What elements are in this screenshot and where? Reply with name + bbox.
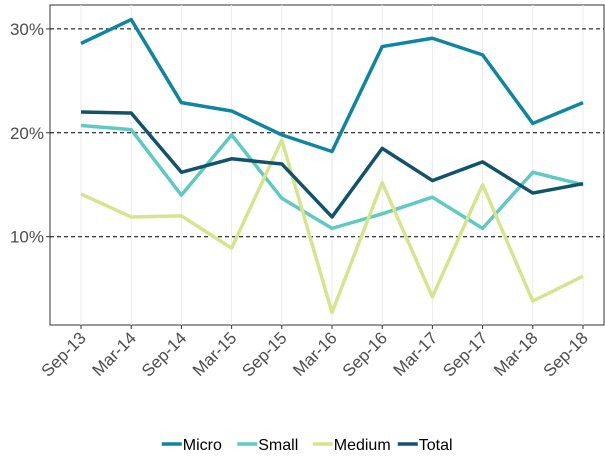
plot-border bbox=[49, 4, 605, 326]
legend-label: Total bbox=[419, 437, 453, 454]
y-tick-label: 30% bbox=[10, 20, 44, 39]
x-tick-label: Sep-18 bbox=[540, 328, 592, 380]
x-tick-label: Mar-17 bbox=[390, 328, 442, 380]
x-tick-label: Mar-15 bbox=[189, 328, 241, 380]
x-tick-label: Sep-14 bbox=[138, 328, 190, 380]
x-tick-label: Mar-16 bbox=[289, 328, 341, 380]
y-tick-label: 10% bbox=[10, 228, 44, 247]
legend-label: Micro bbox=[183, 437, 222, 454]
series-line bbox=[80, 138, 584, 315]
series-line bbox=[80, 123, 584, 231]
x-tick-label: Mar-14 bbox=[89, 328, 141, 380]
x-tick-label: Mar-18 bbox=[490, 328, 542, 380]
y-tick-label: 20% bbox=[10, 124, 44, 143]
x-tick-label: Sep-16 bbox=[339, 328, 391, 380]
legend-label: Medium bbox=[334, 437, 391, 454]
legend-label: Small bbox=[258, 437, 298, 454]
x-tick-label: Sep-17 bbox=[439, 328, 491, 380]
series-line bbox=[80, 17, 584, 154]
x-tick-label: Sep-13 bbox=[38, 328, 90, 380]
x-tick-label: Sep-15 bbox=[238, 328, 290, 380]
series-line bbox=[80, 110, 584, 219]
